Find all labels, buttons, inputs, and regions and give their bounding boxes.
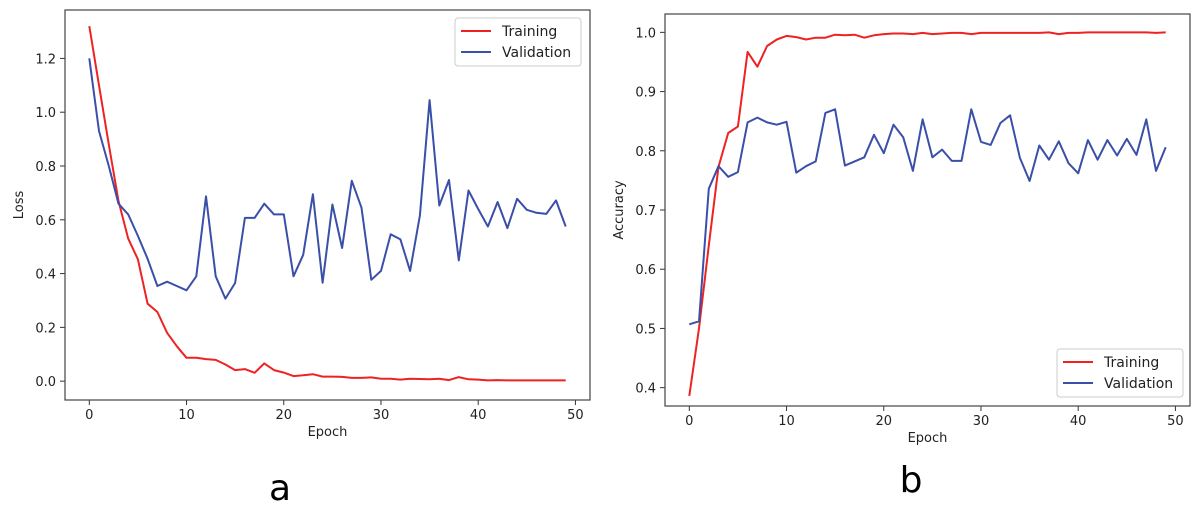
x-tick-label: 50 — [567, 408, 584, 423]
y-tick-label: 0.8 — [635, 145, 656, 160]
y-tick-label: 0.2 — [35, 321, 56, 336]
legend-label: Training — [501, 24, 557, 40]
y-tick-label: 1.0 — [35, 106, 56, 121]
y-tick-label: 0.4 — [635, 382, 656, 397]
x-axis-label: Epoch — [308, 425, 348, 440]
legend-label: Validation — [502, 45, 571, 61]
x-tick-label: 30 — [373, 408, 390, 423]
axes-frame — [664, 13, 1191, 407]
y-tick-label: 0.6 — [635, 263, 656, 278]
y-tick-label: 0.6 — [35, 214, 56, 229]
x-axis-label: Epoch — [908, 431, 948, 446]
legend: Training Validation — [454, 17, 582, 67]
y-tick-label: 0.9 — [635, 86, 656, 101]
validation-line — [88, 58, 567, 300]
loss-chart: 0 10 20 30 40 50 0.0 0.2 0.4 0.6 0.8 1.0 1.2 Epoch Los… — [12, 9, 591, 509]
panel-label: a — [269, 468, 291, 509]
x-tick-label: 20 — [875, 414, 892, 429]
x-tick-label: 30 — [973, 414, 990, 429]
y-tick-label: 1.0 — [635, 26, 656, 41]
y-tick-label: 0.5 — [635, 322, 656, 337]
x-tick-label: 0 — [685, 414, 693, 429]
y-axis-label: Accuracy — [612, 180, 627, 240]
axes-frame — [64, 9, 591, 401]
x-tick-label: 10 — [178, 408, 195, 423]
validation-line — [689, 108, 1167, 326]
legend: Training Validation — [1056, 348, 1184, 398]
y-tick-label: 0.7 — [635, 204, 656, 219]
y-tick-label: 1.2 — [35, 52, 56, 67]
x-tick-label: 0 — [85, 408, 93, 423]
legend-label: Training — [1103, 355, 1159, 371]
x-tick-label: 50 — [1167, 414, 1184, 429]
y-axis-label: Loss — [12, 191, 27, 220]
x-tick-label: 20 — [275, 408, 292, 423]
y-tick-label: 0.4 — [35, 268, 56, 283]
training-line — [688, 31, 1166, 397]
x-tick-label: 40 — [470, 408, 487, 423]
x-tick-label: 10 — [778, 414, 795, 429]
y-tick-label: 0.0 — [35, 375, 56, 390]
accuracy-chart: 0 10 20 30 40 50 0.4 0.5 0.6 0.7 0.8 0.9 1.0 Epoch Acc… — [612, 13, 1191, 501]
panel-label: b — [900, 460, 923, 501]
legend-label: Validation — [1104, 376, 1173, 392]
y-tick-label: 0.8 — [35, 160, 56, 175]
x-tick-label: 40 — [1070, 414, 1087, 429]
training-line — [88, 25, 566, 382]
